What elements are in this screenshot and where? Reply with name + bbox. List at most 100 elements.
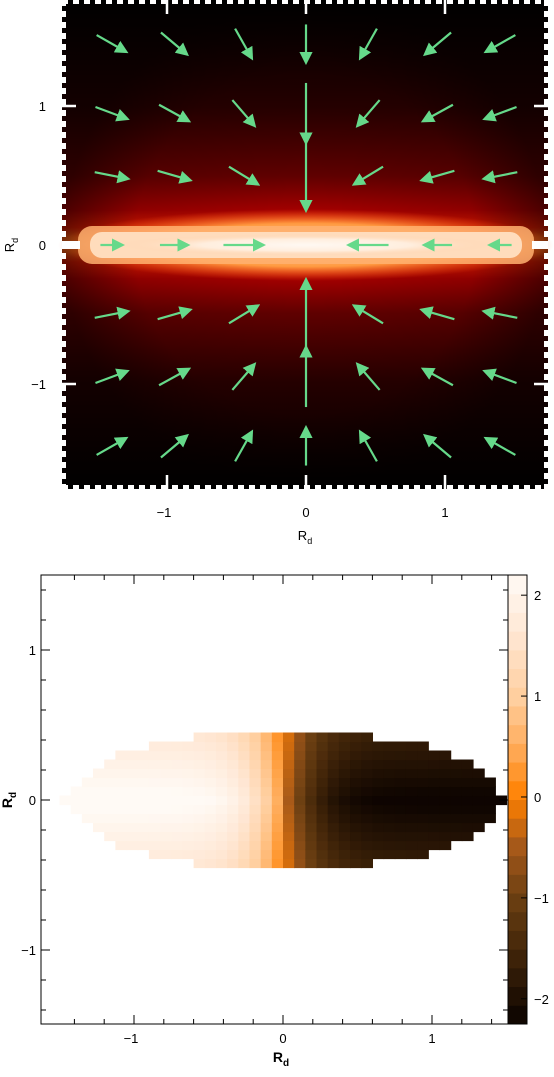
top-y-tick-label: 1: [39, 99, 46, 114]
velocity-cell: [283, 849, 295, 860]
velocity-arrow: [158, 103, 192, 123]
velocity-cell: [283, 732, 295, 743]
velocity-cell: [338, 822, 351, 833]
velocity-cell: [204, 732, 217, 743]
velocity-cell: [405, 759, 418, 770]
colorbar-level: [508, 649, 527, 670]
colorbar-level: [508, 874, 527, 894]
velocity-arrow: [231, 99, 257, 128]
velocity-cell: [316, 777, 329, 788]
velocity-cell: [350, 741, 362, 752]
velocity-cell: [394, 768, 407, 779]
velocity-cell: [405, 849, 418, 860]
velocity-cell: [227, 813, 239, 824]
velocity-cell: [428, 750, 441, 761]
velocity-arrow: [234, 28, 254, 61]
velocity-cell: [271, 822, 284, 833]
velocity-cell: [394, 822, 407, 833]
velocity-cell: [394, 813, 407, 824]
bottom-y-tick-label: 1: [29, 643, 36, 658]
velocity-arrow: [481, 170, 518, 184]
velocity-cell: [283, 858, 295, 869]
velocity-cell: [249, 858, 262, 869]
velocity-arrow: [94, 306, 131, 320]
velocity-cell: [350, 759, 362, 770]
velocity-cell: [405, 804, 418, 815]
velocity-cell: [249, 786, 262, 797]
velocity-cell: [327, 813, 340, 824]
top-y-tick-labels: 1 0 −1: [31, 99, 46, 392]
velocity-cell: [271, 795, 284, 806]
velocity-cell: [227, 822, 239, 833]
velocity-cell: [338, 786, 351, 797]
velocity-cell: [193, 840, 206, 851]
velocity-cell: [260, 813, 273, 824]
velocity-arrow: [94, 170, 131, 184]
velocity-cell: [238, 831, 251, 842]
velocity-cell: [361, 777, 373, 788]
velocity-cell: [316, 831, 329, 842]
velocity-cell: [193, 804, 206, 815]
velocity-cell: [361, 822, 373, 833]
velocity-cell: [148, 759, 161, 770]
bottom-x-tick-label: 1: [428, 1031, 435, 1046]
colorbar-tick-label: −2: [534, 992, 549, 1007]
velocity-cell: [450, 786, 463, 797]
velocity-cell: [472, 786, 485, 797]
velocity-cell: [327, 804, 340, 815]
velocity-cell: [283, 831, 295, 842]
velocity-cell: [350, 777, 362, 788]
velocity-cell: [171, 741, 184, 752]
velocity-cell: [372, 804, 385, 815]
velocity-cell: [305, 732, 318, 743]
velocity-cell: [361, 858, 373, 869]
velocity-cell: [405, 840, 418, 851]
velocity-cell: [193, 849, 206, 860]
velocity-cell: [148, 795, 161, 806]
velocity-cell: [193, 741, 206, 752]
velocity-cell: [405, 795, 418, 806]
velocity-cell: [137, 813, 150, 824]
velocity-cell: [171, 813, 184, 824]
velocity-cell: [472, 822, 485, 833]
velocity-cell: [294, 813, 306, 824]
velocity-map-panel: −1 0 1 1 0 −1 2 1 0 −1 −2 Rd Rd: [0, 574, 549, 1069]
velocity-cell: [137, 768, 150, 779]
velocity-cell: [417, 831, 429, 842]
velocity-cell: [461, 786, 474, 797]
velocity-cell: [249, 777, 262, 788]
velocity-cell: [383, 777, 396, 788]
velocity-cell: [327, 858, 340, 869]
velocity-cell: [215, 804, 228, 815]
velocity-cell: [338, 849, 351, 860]
velocity-cell: [271, 777, 284, 788]
disk-highlight: [58, 209, 554, 281]
velocity-cell: [283, 840, 295, 851]
velocity-cell: [450, 795, 463, 806]
velocity-cell: [148, 750, 161, 761]
velocity-cell: [350, 786, 362, 797]
velocity-cell: [439, 840, 452, 851]
velocity-arrow: [355, 99, 381, 128]
velocity-cell: [238, 732, 251, 743]
velocity-cell: [417, 777, 429, 788]
velocity-cell: [361, 849, 373, 860]
velocity-cell: [148, 741, 161, 752]
velocity-cell: [338, 750, 351, 761]
velocity-cell: [316, 786, 329, 797]
top-x-axis-title-main: R: [298, 528, 307, 543]
velocity-cell: [81, 777, 94, 788]
velocity-cell: [461, 831, 474, 842]
velocity-cell: [283, 777, 295, 788]
velocity-cell: [294, 831, 306, 842]
velocity-cell: [428, 795, 441, 806]
velocity-cell: [148, 777, 161, 788]
velocity-cell: [461, 777, 474, 788]
velocity-cell: [93, 795, 105, 806]
velocity-cell: [327, 786, 340, 797]
velocity-cell: [137, 786, 150, 797]
velocity-cell: [193, 777, 206, 788]
velocity-cell: [238, 759, 251, 770]
velocity-cell: [204, 786, 217, 797]
velocity-cell: [271, 840, 284, 851]
